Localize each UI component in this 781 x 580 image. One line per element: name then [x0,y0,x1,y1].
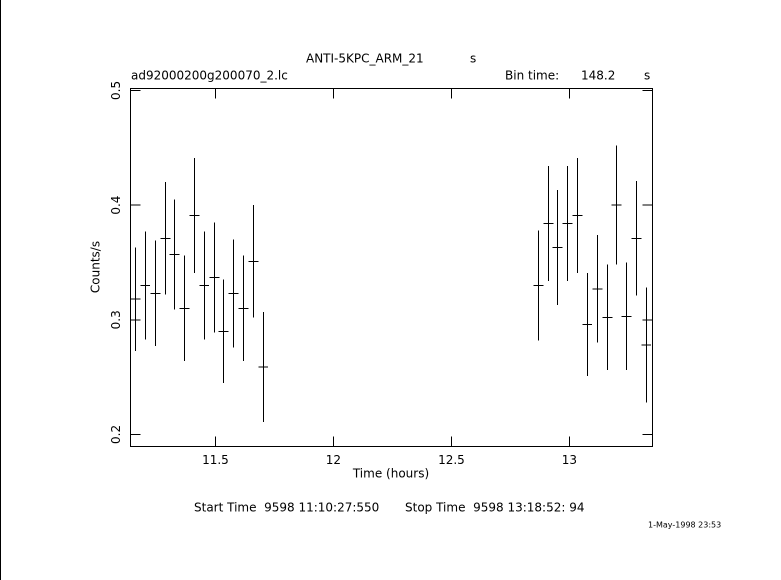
bin-time: 148.2 [581,69,615,83]
y-tick-label: 0.3 [109,310,123,329]
x-tick-label: 12 [326,453,341,467]
date-stamp: 1-May-1998 23:53 [648,521,721,530]
y-tick-label: 0.2 [109,425,123,444]
x-tick-label: 13 [562,453,577,467]
chart-title: ANTI-5KPC_ARM_21 [306,52,424,66]
subtitle: ad92000200g200070_2.lc [131,69,288,83]
x-axis-label: Time (hours) [352,467,429,481]
y-axis-label: Counts/s [89,241,103,293]
y-tick-label: 0.5 [109,81,123,100]
start-time: Start Time 9598 11:10:27:550 [194,501,379,515]
stop-time: Stop Time 9598 13:18:52: 94 [405,501,584,515]
bin-unit: s [644,69,650,83]
x-tick-label: 11.5 [202,453,229,467]
bin-label: Bin time: [505,69,559,83]
y-tick-label: 0.4 [109,196,123,215]
x-tick-label: 12.5 [438,453,465,467]
plot-frame [130,88,653,447]
title-unit: s [470,52,476,66]
